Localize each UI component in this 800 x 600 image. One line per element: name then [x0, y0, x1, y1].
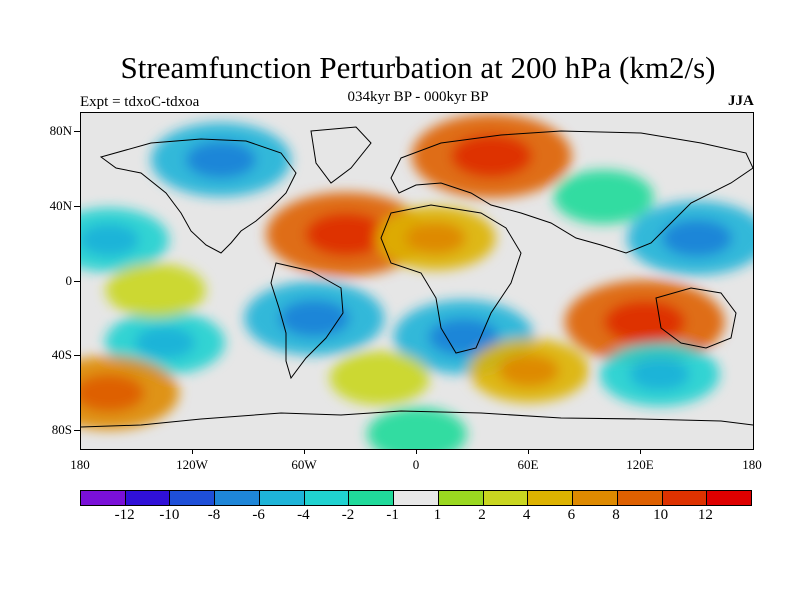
lon-tick — [304, 449, 305, 454]
colorbar-label: 12 — [697, 507, 713, 523]
plot-title: Streamfunction Perturbation at 200 hPa (… — [120, 50, 716, 85]
colorbar-box — [170, 491, 216, 505]
lat-label-0: 0 — [65, 273, 73, 288]
negative-anomaly — [367, 407, 467, 449]
colorbar-box — [662, 491, 708, 505]
anomaly-core — [629, 358, 690, 391]
colorbar-box — [81, 491, 126, 505]
colorbar-label: 2 — [478, 507, 486, 523]
antarctica-coastline — [81, 410, 753, 428]
lat-tick — [74, 355, 80, 356]
colorbar-label: 8 — [612, 507, 620, 523]
colorbar-label: -4 — [297, 507, 310, 523]
colorbar-label: -8 — [207, 507, 221, 523]
positive-anomaly — [105, 263, 206, 318]
anomaly-core — [81, 223, 139, 256]
streamfunction-map — [81, 113, 753, 449]
colorbar-box — [617, 491, 663, 505]
anomaly-core — [135, 326, 195, 359]
anomaly-core — [306, 213, 387, 256]
anomaly-core — [499, 354, 559, 387]
lat-label-80s: 80S — [51, 422, 72, 437]
positive-anomaly — [329, 351, 430, 406]
colorbar-box — [215, 491, 260, 505]
anomaly-core — [279, 299, 350, 337]
colorbar-label: 1 — [433, 507, 442, 523]
colorbar-box — [349, 491, 395, 505]
experiment-label: Expt = tdxoC-tdxoa — [80, 94, 200, 110]
colorbar-label: -10 — [159, 507, 180, 523]
lon-tick — [528, 449, 529, 454]
colorbar-label: -6 — [252, 507, 265, 523]
lon-label-180w: 180 — [70, 457, 90, 472]
lat-tick — [74, 281, 80, 282]
colorbar-box — [125, 491, 171, 505]
map-panel — [80, 112, 754, 450]
lon-label-120w: 120W — [176, 457, 208, 472]
lat-label-40n: 40N — [49, 198, 72, 213]
lat-label-40s: 40S — [51, 347, 72, 362]
negative-anomaly — [553, 170, 654, 224]
colorbar-label: -12 — [114, 507, 135, 523]
colorbar-box — [438, 491, 484, 505]
anomaly-core — [186, 141, 256, 179]
africa-coastline — [380, 204, 522, 354]
anomaly-core — [604, 301, 685, 344]
colorbar-label: 4 — [522, 507, 531, 523]
lon-label-120e: 120E — [626, 457, 654, 472]
lon-label-60w: 60W — [291, 457, 317, 472]
lon-label-60e: 60E — [517, 457, 539, 472]
colorbar — [80, 490, 752, 506]
colorbar-box — [483, 491, 529, 505]
lat-tick — [74, 131, 80, 132]
colorbar-box — [573, 491, 618, 505]
colorbar-box — [259, 491, 305, 505]
lon-tick — [192, 449, 193, 454]
plot-subtitle: 034kyr BP - 000kyr BP — [347, 89, 489, 105]
anomaly-core — [451, 134, 532, 177]
lat-tick — [74, 206, 80, 207]
lon-tick — [416, 449, 417, 454]
anomaly-core — [81, 374, 144, 412]
greenland-coastline — [310, 126, 372, 184]
colorbar-label: -1 — [386, 507, 399, 523]
colorbar-label: -2 — [341, 507, 355, 523]
lon-label-180e: 180 — [742, 457, 762, 472]
season-label: JJA — [728, 93, 754, 109]
australia-coastline — [655, 287, 737, 349]
colorbar-box — [394, 491, 439, 505]
lon-label-0: 0 — [412, 457, 420, 472]
south-america-coastline — [270, 262, 344, 380]
colorbar-box — [304, 491, 350, 505]
north-america-coastline — [99, 138, 297, 254]
colorbar-box — [528, 491, 574, 505]
colorbar-label: 10 — [653, 507, 669, 523]
lon-tick — [640, 449, 641, 454]
eurasia-coastline — [390, 130, 753, 254]
anomaly-core — [405, 222, 466, 255]
colorbar-box — [707, 491, 752, 505]
lat-label-80n: 80N — [49, 123, 72, 138]
colorbar-label: 6 — [567, 507, 576, 523]
anomaly-core — [428, 318, 499, 356]
lat-tick — [74, 430, 80, 431]
anomaly-core — [662, 219, 732, 257]
